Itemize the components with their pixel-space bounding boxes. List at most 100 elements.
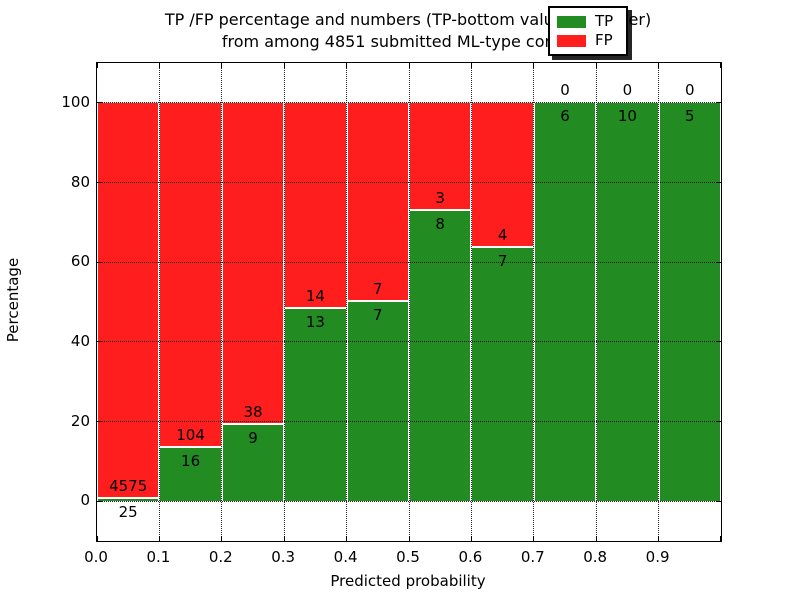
tp-bar-segment xyxy=(347,302,408,502)
tp-count-label: 7 xyxy=(373,306,383,324)
y-tick-mark-right xyxy=(716,500,721,502)
x-tick-mark xyxy=(658,536,660,541)
fp-bar-segment xyxy=(347,102,408,300)
y-tick-label: 80 xyxy=(70,172,90,191)
x-tick-mark xyxy=(283,536,285,541)
fp-count-label: 104 xyxy=(176,426,205,445)
gridline-horizontal xyxy=(97,182,721,183)
y-tick-mark-right xyxy=(716,261,721,263)
y-tick-mark-right xyxy=(716,341,721,343)
fp-bar-segment xyxy=(285,102,346,308)
tp-count-label: 10 xyxy=(617,106,637,125)
x-tick-mark-top xyxy=(470,63,472,68)
fp-count-label: 3 xyxy=(435,189,445,208)
tp-bar-segment xyxy=(597,102,658,502)
gridline-vertical xyxy=(658,63,660,541)
x-tick-mark xyxy=(97,536,98,541)
y-tick-label: 40 xyxy=(70,331,90,350)
x-tick-label: 0.8 xyxy=(583,548,608,566)
gridline-horizontal xyxy=(97,341,721,343)
legend: TP FP xyxy=(548,6,628,56)
tp-bar-segment xyxy=(472,247,533,502)
y-tick-label: 0 xyxy=(80,491,90,510)
tp-bar-segment xyxy=(285,309,346,502)
fp-count-label: 4575 xyxy=(109,477,148,496)
fp-bar-segment xyxy=(160,102,221,447)
tp-count-label: 13 xyxy=(305,313,325,332)
tp-count-label: 8 xyxy=(435,215,445,234)
legend-swatch-fp-icon xyxy=(557,34,586,47)
x-tick-mark xyxy=(720,536,721,541)
fp-bar-segment xyxy=(98,102,159,497)
fp-count-label: 14 xyxy=(305,287,325,306)
gridline-vertical xyxy=(408,63,410,541)
gridline-horizontal xyxy=(97,261,721,263)
x-tick-label: 0.4 xyxy=(333,548,358,566)
legend-row-fp: FP xyxy=(557,31,619,50)
tp-bar-segment xyxy=(98,499,159,502)
fp-bar-segment xyxy=(472,102,533,246)
x-tick-mark xyxy=(221,536,223,541)
x-tick-mark-top xyxy=(595,63,597,68)
y-tick-mark-right xyxy=(716,102,721,104)
x-tick-mark-top xyxy=(221,63,223,68)
gridline-vertical xyxy=(283,63,285,541)
chart-title-line2: from among 4851 submitted ML-type contac… xyxy=(221,32,595,51)
y-tick-mark xyxy=(97,102,102,104)
x-tick-mark-top xyxy=(97,63,98,68)
gridline-horizontal xyxy=(97,421,721,422)
gridline-vertical xyxy=(595,63,597,541)
x-tick-label: 0.1 xyxy=(146,548,171,566)
fp-count-label: 38 xyxy=(243,402,263,421)
x-tick-mark xyxy=(533,536,535,541)
tp-count-label: 6 xyxy=(560,106,570,125)
y-tick-label: 20 xyxy=(70,411,90,430)
x-tick-mark-top xyxy=(720,63,721,68)
plot-area: 4575 25 104 16 38 9 14 13 7 7 3 8 4 7 0 6 0 10 0 5 xyxy=(96,62,722,542)
legend-swatch-tp-icon xyxy=(557,15,586,28)
tp-count-label: 7 xyxy=(497,251,508,270)
x-tick-label: 0.2 xyxy=(208,548,233,566)
gridline-horizontal xyxy=(97,500,721,502)
fp-bar-segment xyxy=(222,102,284,423)
y-tick-mark xyxy=(97,341,102,343)
x-tick-label: 0.3 xyxy=(271,548,296,566)
x-axis-label: Predicted probability xyxy=(330,572,486,590)
gridline-vertical xyxy=(221,63,223,541)
tp-count-label: 9 xyxy=(248,428,258,447)
x-tick-mark-top xyxy=(658,63,660,68)
tp-bar-segment xyxy=(222,424,284,502)
chart-title-line1: TP /FP percentage and numbers (TP-bottom… xyxy=(164,10,652,29)
y-tick-label: 100 xyxy=(61,92,90,111)
y-tick-mark xyxy=(97,500,102,502)
gridline-vertical xyxy=(158,63,160,541)
tp-bar-segment xyxy=(659,102,720,502)
x-tick-mark-top xyxy=(408,63,410,68)
fp-count-label: 0 xyxy=(622,80,633,99)
x-tick-mark xyxy=(595,536,597,541)
x-tick-mark xyxy=(408,536,410,541)
x-tick-mark-top xyxy=(346,63,348,68)
fp-bar-segment xyxy=(410,102,471,210)
gridline-vertical xyxy=(533,63,535,541)
x-tick-label: 0.6 xyxy=(458,548,483,566)
fp-count-label: 0 xyxy=(560,80,570,99)
y-tick-mark-right xyxy=(716,182,721,183)
tp-bar-segment xyxy=(410,211,471,502)
tp-bar-segment xyxy=(160,448,221,502)
tp-count-label: 16 xyxy=(181,452,201,471)
x-tick-label: 0.0 xyxy=(84,548,108,566)
gridline-horizontal xyxy=(97,102,721,104)
gridline-vertical xyxy=(346,63,348,541)
x-tick-mark xyxy=(158,536,160,541)
chart-title: TP /FP percentage and numbers (TP-bottom… xyxy=(96,9,720,53)
legend-label-fp: FP xyxy=(595,31,613,49)
legend-label-tp: TP xyxy=(595,12,614,30)
y-tick-mark xyxy=(97,421,102,422)
x-tick-mark-top xyxy=(533,63,535,68)
y-tick-mark xyxy=(97,182,102,183)
tp-bar-segment xyxy=(534,102,596,502)
y-tick-mark xyxy=(97,261,102,263)
x-tick-label: 0.7 xyxy=(520,548,545,566)
